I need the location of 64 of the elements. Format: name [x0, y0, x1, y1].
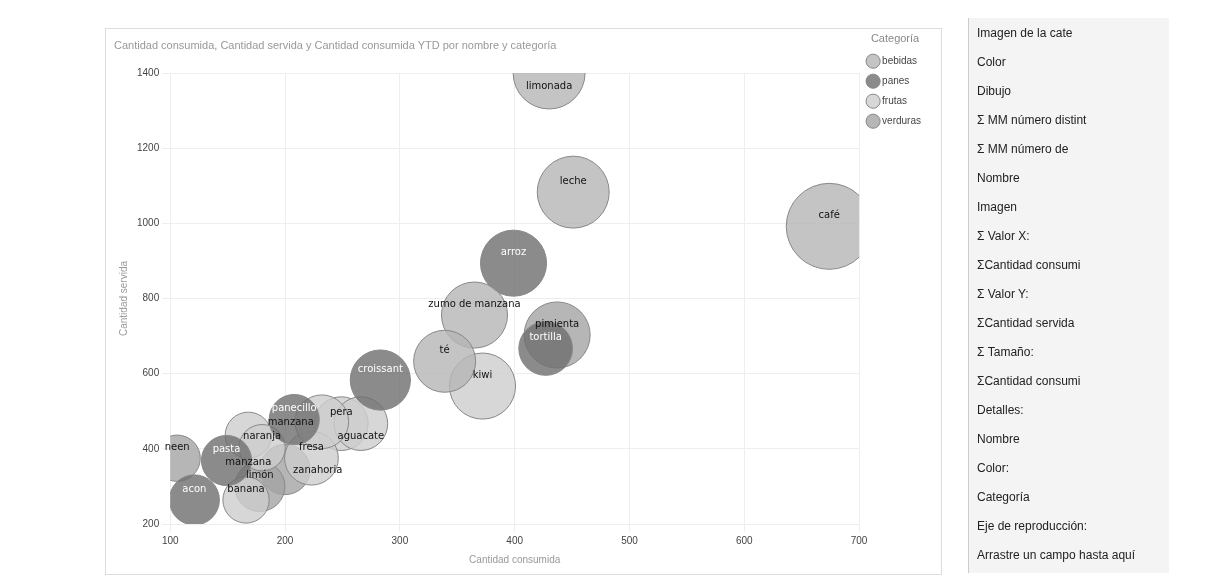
annotation: banana	[227, 482, 265, 494]
text: Categoría	[977, 489, 1030, 504]
text: Imagen	[977, 199, 1018, 214]
y-tick-label: 400	[142, 442, 160, 454]
text: Nombre	[977, 431, 1020, 446]
legend-label: panes	[882, 74, 910, 86]
annotation: arroz	[500, 245, 527, 257]
text: Σ MM número de	[977, 141, 1069, 156]
text: Dibujo	[977, 83, 1012, 98]
annotation: fresa	[299, 440, 324, 452]
annotation: café	[818, 208, 840, 220]
y-tick-label: 1400	[137, 66, 160, 78]
text: Detalles:	[977, 402, 1024, 417]
x-tick-label: 100	[161, 534, 180, 546]
text: Arrastre un campo hasta aquí	[977, 547, 1136, 562]
text: ΣCantidad servida	[977, 315, 1075, 330]
text: ΣCantidad consumi	[977, 257, 1081, 272]
annotation: leche	[559, 174, 587, 186]
annotation: croissant	[357, 362, 403, 374]
annotation: manzana	[267, 416, 314, 428]
legend-label: frutas	[882, 94, 908, 106]
x-tick-label: 200	[276, 534, 294, 546]
text: Σ Valor X:	[977, 228, 1030, 243]
text: Σ Valor Y:	[977, 286, 1029, 301]
annotation: pimienta	[535, 317, 580, 329]
x-tick-label: 400	[506, 534, 524, 546]
y-axis-title: Cantidad servida	[117, 260, 129, 337]
x-tick-label: 500	[621, 534, 639, 546]
annotation: aguacate	[337, 430, 385, 442]
annotation: naranja	[243, 430, 282, 442]
annotation: kiwi	[472, 368, 493, 380]
annotation: pasta	[212, 443, 241, 455]
annotation: zumo de manzana	[428, 297, 521, 309]
annotation: panecillo	[271, 402, 317, 414]
text: ΣCantidad consumi	[977, 373, 1081, 388]
annotation: neen	[164, 440, 190, 452]
y-tick-label: 800	[142, 292, 160, 304]
annotation: acon	[182, 482, 207, 494]
annotation: limón	[245, 469, 274, 481]
x-tick-label: 700	[850, 534, 868, 546]
x-tick-label: 300	[391, 534, 409, 546]
text: Imagen de la cate	[977, 25, 1073, 40]
annotation: limonada	[525, 79, 573, 91]
text: Color:	[977, 460, 1010, 475]
y-tick-label: 1200	[137, 141, 160, 153]
text: Nombre	[977, 170, 1020, 185]
y-tick-label: 600	[142, 367, 160, 379]
annotation: pera	[329, 406, 353, 418]
x-axis-title: Cantidad consumida	[469, 553, 561, 565]
legend-title: Categoría	[870, 31, 921, 44]
x-tick-label: 600	[735, 534, 754, 546]
y-tick-label: 200	[142, 517, 160, 529]
text: Eje de reproducción:	[977, 518, 1088, 533]
annotation: zanahoria	[293, 464, 343, 476]
y-tick-label: 1000	[137, 217, 160, 229]
legend-label: bebidas	[882, 54, 918, 66]
annotation: manzana	[225, 455, 272, 467]
annotation: té	[439, 343, 450, 355]
annotation: tortilla	[529, 331, 562, 343]
text: Σ MM número distint	[977, 112, 1087, 127]
text: Σ Tamaño:	[977, 344, 1034, 359]
legend-label: verduras	[882, 114, 921, 126]
chart-title: Cantidad consumida, Cantidad servida y Cantidad consumida YTD por nombre y categoría	[114, 39, 558, 52]
text: Color	[977, 54, 1006, 69]
